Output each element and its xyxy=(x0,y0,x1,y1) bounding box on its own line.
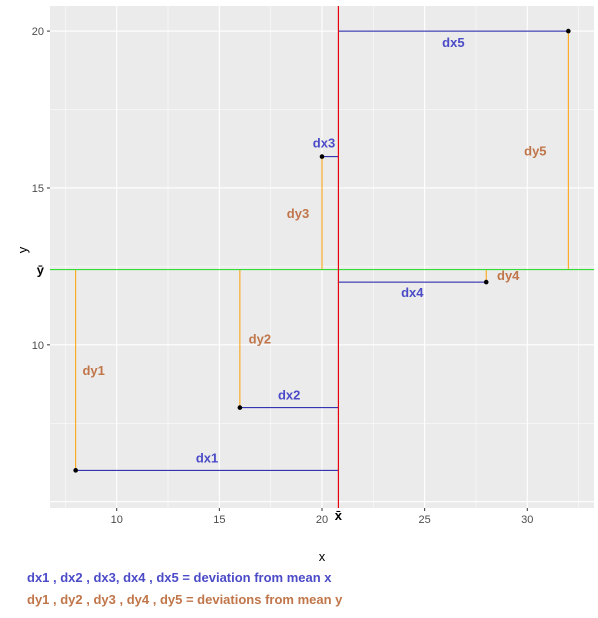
x-tick-label: 10 xyxy=(111,514,123,526)
caption-dy: dy1 , dy2 , dy3 , dy4 , dy5 = deviations… xyxy=(27,592,343,607)
dy-label-1: dy1 xyxy=(82,363,104,378)
data-point xyxy=(566,28,571,34)
axis-ticks: 10 15 20 25 30 10 15 20 ȳ x̄ xyxy=(32,26,534,526)
dy-label-2: dy2 xyxy=(249,332,271,347)
y-tick-label: 10 xyxy=(32,340,44,352)
caption-dx: dx1 , dx2 , dx3, dx4 , dx5 = deviation f… xyxy=(27,570,332,585)
x-axis-title: x xyxy=(319,549,326,564)
x-tick-label: 25 xyxy=(419,514,431,526)
dy-label-3: dy3 xyxy=(287,206,309,221)
x-tick-label: 30 xyxy=(521,514,533,526)
x-tick-label: 15 xyxy=(213,514,225,526)
y-tick-label: 20 xyxy=(32,26,44,38)
data-point xyxy=(237,405,243,410)
y-axis-title: y xyxy=(15,246,30,253)
dy-label-5: dy5 xyxy=(524,143,546,158)
x-tick-label: 20 xyxy=(316,514,328,526)
dx-label-3: dx3 xyxy=(313,136,335,151)
dx-label-1: dx1 xyxy=(196,450,218,465)
dx-label-5: dx5 xyxy=(442,35,464,50)
dy-label-4: dy4 xyxy=(497,268,520,283)
dx-label-2: dx2 xyxy=(278,388,300,403)
y-tick-label: 15 xyxy=(32,183,44,195)
data-point xyxy=(73,468,78,473)
data-point xyxy=(483,279,489,285)
mean-x-label: x̄ xyxy=(335,508,343,523)
chart-marks: dx1 dy1 dx2 dy2 dx3 dy3 dx4 dy4 dx5 dy5 xyxy=(50,6,594,508)
dx-label-4: dx4 xyxy=(401,285,424,300)
mean-y-label: ȳ xyxy=(37,263,45,278)
data-point xyxy=(319,154,325,159)
